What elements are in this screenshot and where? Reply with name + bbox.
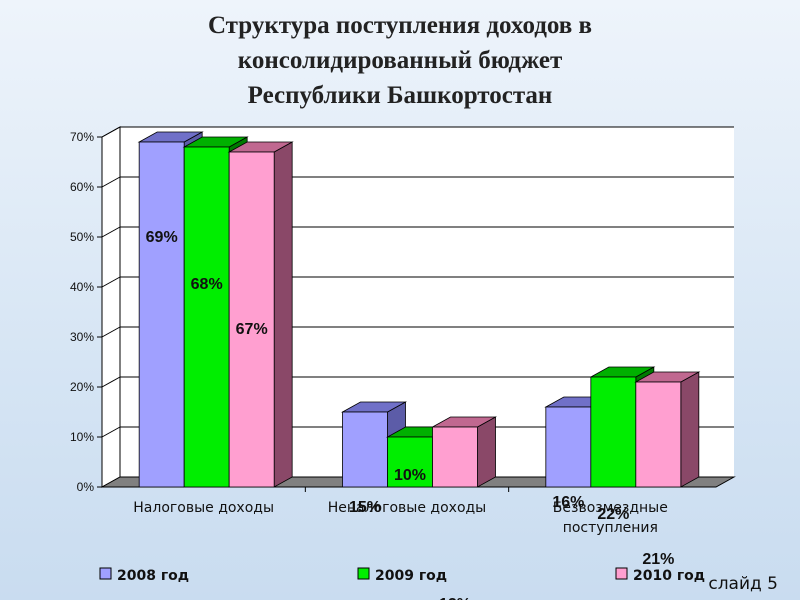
bar-side (680, 371, 700, 488)
x-tick-label: Неналоговые доходы (328, 500, 487, 516)
data-label: 67% (236, 321, 268, 338)
gridline-depth (101, 126, 121, 138)
legend-label: 2009 год (375, 568, 447, 584)
chart-title: Структура поступления доходов в консолид… (0, 8, 800, 113)
bar (183, 146, 230, 488)
y-tick-label: 0% (77, 480, 95, 494)
bar-side (273, 141, 293, 488)
legend-label: 2010 год (633, 568, 705, 584)
gridline-depth (101, 326, 121, 338)
data-label: 15% (349, 499, 381, 516)
bar-side (477, 416, 496, 488)
bar (545, 406, 592, 488)
plot-left-wall (101, 126, 121, 488)
x-tick-label: Налоговые доходы (133, 500, 274, 516)
title-line-3: Республики Башкортостан (247, 82, 553, 109)
bar (138, 141, 185, 488)
y-tick-label: 60% (70, 180, 94, 194)
data-label: 16% (552, 494, 584, 511)
data-label: 21% (642, 551, 674, 568)
legend-swatch (357, 567, 370, 580)
gridline-depth (101, 226, 121, 238)
gridline-depth (101, 376, 121, 388)
y-tick-label: 10% (70, 430, 94, 444)
y-tick-label: 40% (70, 280, 94, 294)
y-tick-label: 20% (70, 380, 94, 394)
bar (590, 376, 637, 488)
bar (635, 381, 682, 488)
data-label: 69% (146, 229, 178, 246)
title-line-2: консолидированный бюджет (237, 47, 563, 74)
slide-number: слайд 5 (708, 574, 778, 594)
y-tick-label: 30% (70, 330, 94, 344)
y-tick-label: 50% (70, 230, 94, 244)
gridline-depth (101, 176, 121, 188)
gridline-depth (101, 276, 121, 288)
bar (228, 151, 275, 488)
legend-swatch (615, 567, 628, 580)
data-label: 10% (394, 467, 426, 484)
gridline-depth (101, 426, 121, 438)
x-tick-label: Безвозмездные (553, 500, 668, 516)
legend-label: 2008 год (117, 568, 189, 584)
data-label: 12% (439, 596, 471, 600)
x-tick-label: поступления (563, 520, 658, 536)
bar (387, 436, 433, 488)
bar (432, 426, 478, 488)
legend-swatch (99, 567, 112, 580)
data-label: 22% (597, 506, 629, 523)
y-tick-label: 70% (70, 130, 94, 144)
title-line-1: Структура поступления доходов в (207, 12, 593, 39)
bar (342, 411, 388, 488)
data-label: 68% (191, 276, 223, 293)
